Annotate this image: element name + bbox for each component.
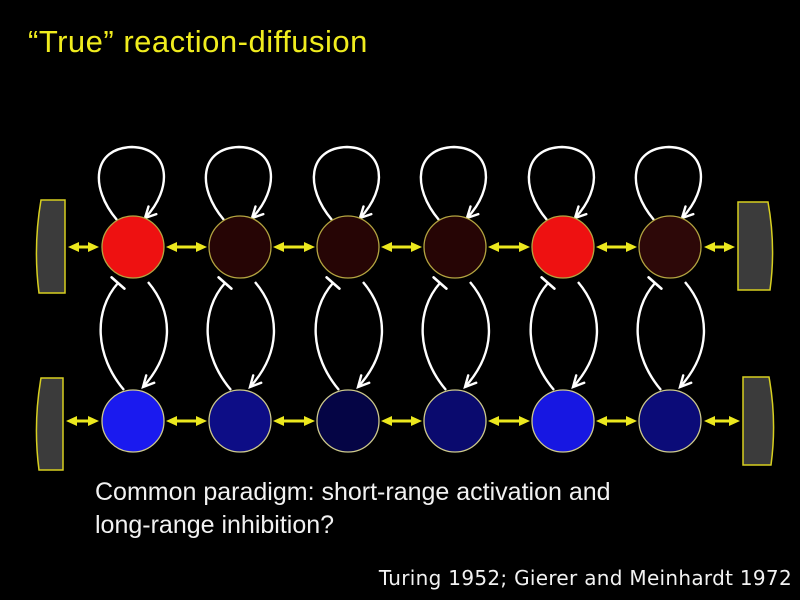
- inhibition-arc: [314, 282, 340, 391]
- diffusion-arrow: [166, 416, 207, 426]
- inhibition-tbar: [647, 276, 663, 290]
- inhibition-arc: [206, 282, 232, 391]
- diffusion-arrow: [488, 416, 530, 426]
- self-activation-loop: [419, 145, 488, 221]
- activator-cell-4: [423, 215, 487, 279]
- diffusion-arrow: [381, 416, 422, 426]
- diffusion-arrowhead: [596, 416, 607, 426]
- boundary-wall-bottom-right: [742, 376, 775, 466]
- diffusion-arrow: [596, 242, 637, 252]
- activation-arc: [572, 281, 599, 388]
- diffusion-arrowhead: [66, 416, 77, 426]
- diffusion-arrow: [704, 416, 740, 426]
- diffusion-arrowhead: [273, 242, 284, 252]
- diffusion-arrowhead: [304, 242, 315, 252]
- self-activation-loop: [634, 145, 703, 221]
- activation-arrowhead: [463, 374, 478, 389]
- caption-line-2: long-range inhibition?: [95, 511, 335, 539]
- activator-cell-3: [316, 215, 380, 279]
- caption: Common paradigm: short-range activation …: [95, 476, 611, 542]
- boundary-wall-bottom-left: [35, 377, 64, 471]
- inhibition-tbar: [217, 276, 233, 290]
- activation-arc: [357, 281, 384, 388]
- activator-cell-1: [101, 215, 165, 279]
- diffusion-arrowhead: [626, 242, 637, 252]
- activation-arrowhead: [248, 374, 263, 389]
- activation-arc: [249, 281, 276, 388]
- self-activation-loop: [527, 145, 596, 221]
- diffusion-arrowhead: [724, 242, 735, 252]
- diffusion-arrowhead: [196, 416, 207, 426]
- diffusion-arrowhead: [166, 416, 177, 426]
- diffusion-arrow: [68, 242, 99, 252]
- diffusion-arrowhead: [88, 242, 99, 252]
- diffusion-arrowhead: [519, 242, 530, 252]
- inhibition-tbar: [540, 276, 556, 290]
- inhibitor-cell-2: [208, 389, 272, 453]
- inhibitor-cell-5: [531, 389, 595, 453]
- diffusion-arrowhead: [381, 416, 392, 426]
- self-activation-loop: [97, 145, 166, 221]
- diffusion-arrowhead: [88, 416, 99, 426]
- activator-cell-5: [531, 215, 595, 279]
- activation-arrowhead: [678, 374, 693, 389]
- diffusion-arrowhead: [704, 242, 715, 252]
- inhibitor-cell-1: [101, 389, 165, 453]
- activation-arc: [464, 281, 491, 388]
- diffusion-arrow: [66, 416, 99, 426]
- activation-arc: [679, 281, 706, 388]
- diffusion-arrow: [381, 242, 422, 252]
- diffusion-arrowhead: [411, 416, 422, 426]
- inhibition-arc: [636, 282, 662, 391]
- diffusion-arrowhead: [381, 242, 392, 252]
- diffusion-arrow: [488, 242, 530, 252]
- inhibition-tbar: [325, 276, 341, 290]
- inhibition-arc: [421, 282, 447, 391]
- diffusion-arrowhead: [273, 416, 284, 426]
- diffusion-arrow: [273, 242, 315, 252]
- activator-cell-2: [208, 215, 272, 279]
- diffusion-arrowhead: [596, 242, 607, 252]
- activation-arrowhead: [571, 374, 586, 389]
- diffusion-arrowhead: [196, 242, 207, 252]
- diffusion-arrowhead: [68, 242, 79, 252]
- boundary-wall-top-left: [35, 199, 66, 294]
- diffusion-arrow: [596, 416, 637, 426]
- inhibition-tbar: [432, 276, 448, 290]
- diffusion-arrowhead: [411, 242, 422, 252]
- caption-line-1: Common paradigm: short-range activation …: [95, 478, 611, 506]
- inhibitor-cell-3: [316, 389, 380, 453]
- activation-arrowhead: [356, 374, 371, 389]
- diffusion-arrowhead: [488, 416, 499, 426]
- activator-cell-6: [638, 215, 702, 279]
- diffusion-arrowhead: [729, 416, 740, 426]
- diffusion-arrowhead: [166, 242, 177, 252]
- diffusion-arrowhead: [626, 416, 637, 426]
- diffusion-arrowhead: [488, 242, 499, 252]
- diffusion-arrowhead: [519, 416, 530, 426]
- inhibition-arc: [99, 282, 125, 391]
- activation-arrowhead: [141, 374, 156, 389]
- inhibition-tbar: [110, 276, 126, 290]
- citation: Turing 1952; Gierer and Meinhardt 1972: [378, 566, 792, 590]
- inhibitor-cell-4: [423, 389, 487, 453]
- inhibitor-cell-6: [638, 389, 702, 453]
- inhibition-arc: [529, 282, 555, 391]
- slide-title: “True” reaction-diffusion: [28, 24, 368, 59]
- diffusion-arrow: [166, 242, 207, 252]
- activation-arc: [142, 281, 169, 388]
- diffusion-arrow: [273, 416, 315, 426]
- self-activation-loop: [312, 145, 381, 221]
- self-activation-loop: [204, 145, 273, 221]
- diffusion-arrowhead: [704, 416, 715, 426]
- diffusion-arrowhead: [304, 416, 315, 426]
- boundary-wall-top-right: [737, 201, 774, 291]
- diffusion-arrow: [704, 242, 735, 252]
